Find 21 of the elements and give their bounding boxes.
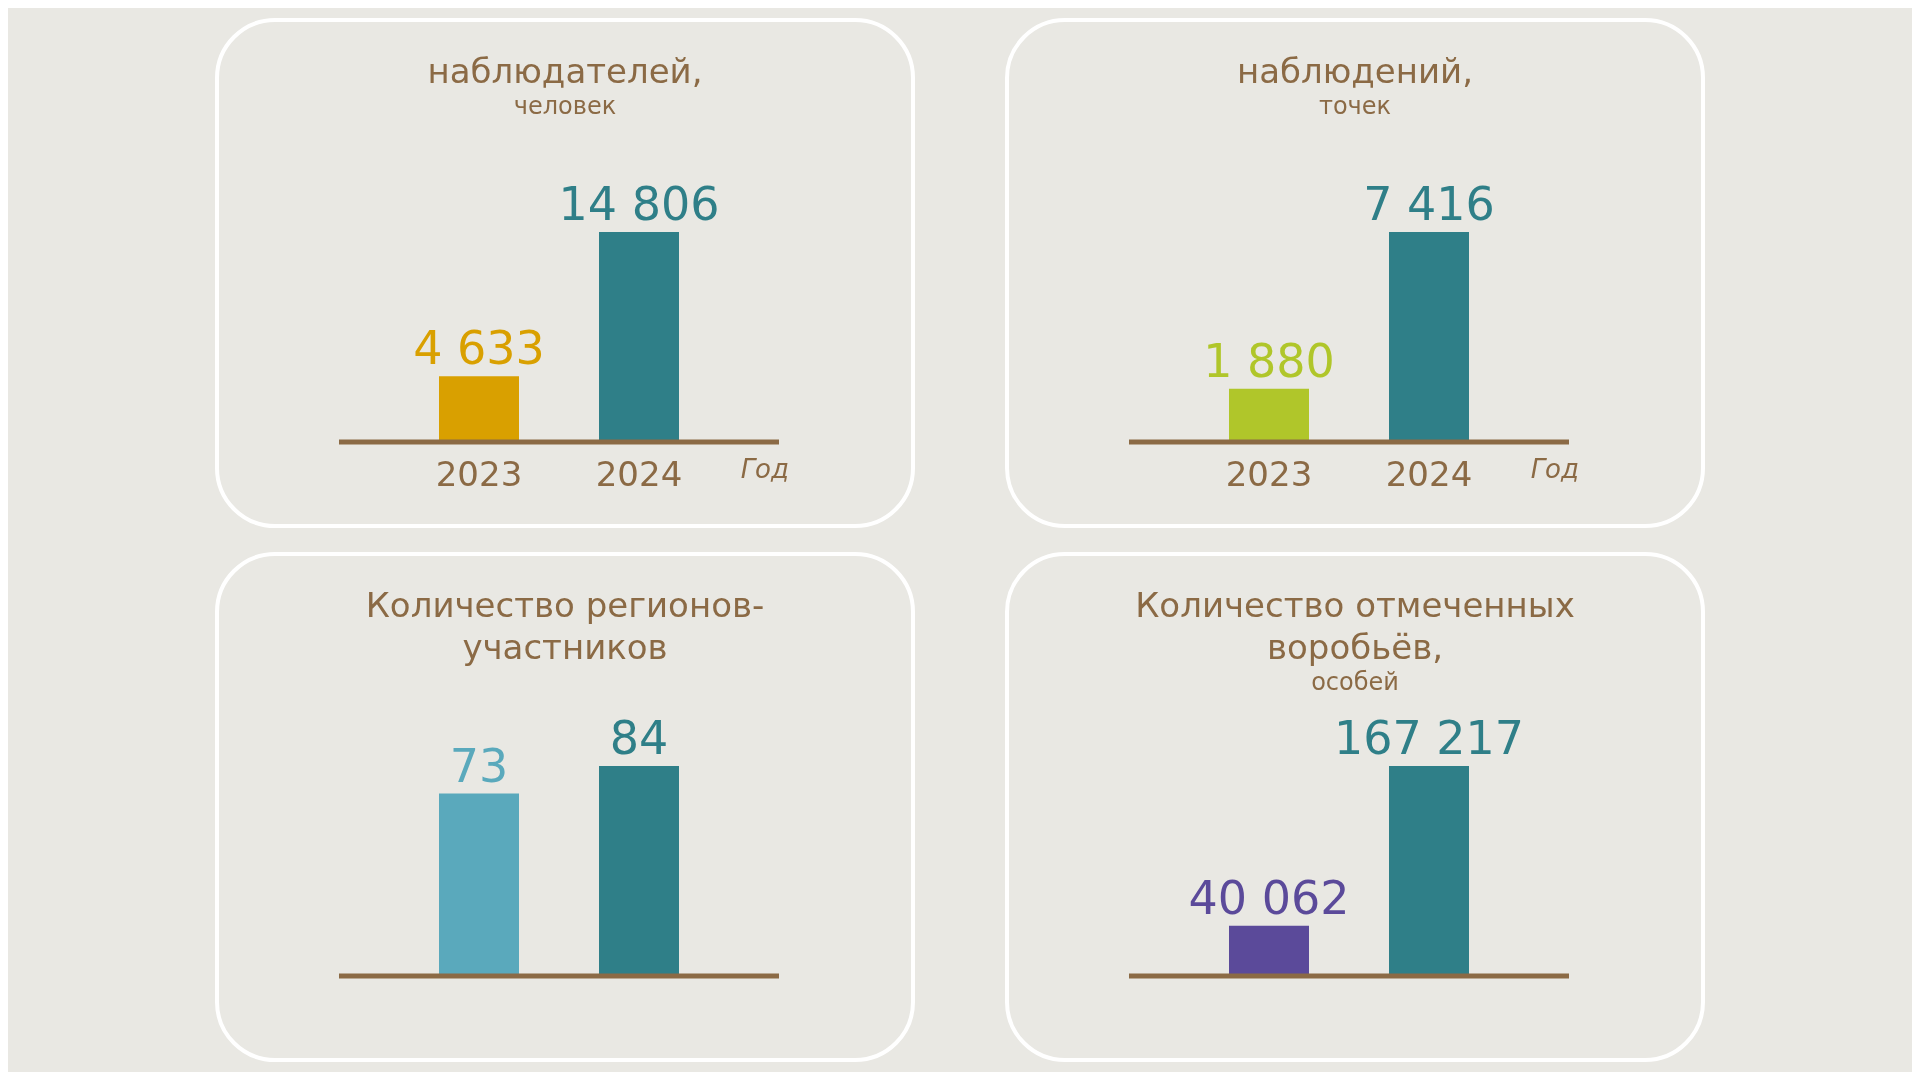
data-label: 7 416	[1363, 177, 1495, 231]
chart-title: Количество отмеченных воробьёв,	[1134, 584, 1576, 668]
chart-title: наблюдений,	[1235, 50, 1474, 92]
chart-subtitle: человек	[512, 92, 618, 120]
x-tick-label: 2024	[1385, 454, 1473, 495]
data-label: 73	[449, 738, 509, 793]
x-tick-label: 2023	[435, 454, 523, 495]
chart-title: наблюдателей,	[426, 50, 704, 92]
x-tick-label: 2023	[1225, 454, 1313, 495]
chart-title: Количество регионов-участников	[364, 584, 766, 668]
data-label: 1 880	[1203, 333, 1335, 388]
x-tick-label: 2024	[595, 454, 683, 495]
data-label: 84	[609, 711, 669, 765]
x-axis-title: Год	[740, 454, 789, 484]
data-label: 167 217	[1333, 711, 1525, 765]
data-label: 4 633	[413, 321, 545, 376]
data-label: 40 062	[1188, 870, 1350, 925]
data-label: 14 806	[558, 177, 720, 231]
chart-subtitle: особей	[1310, 668, 1400, 696]
x-axis-title: Год	[1530, 454, 1579, 484]
chart-subtitle: точек	[1317, 92, 1393, 120]
